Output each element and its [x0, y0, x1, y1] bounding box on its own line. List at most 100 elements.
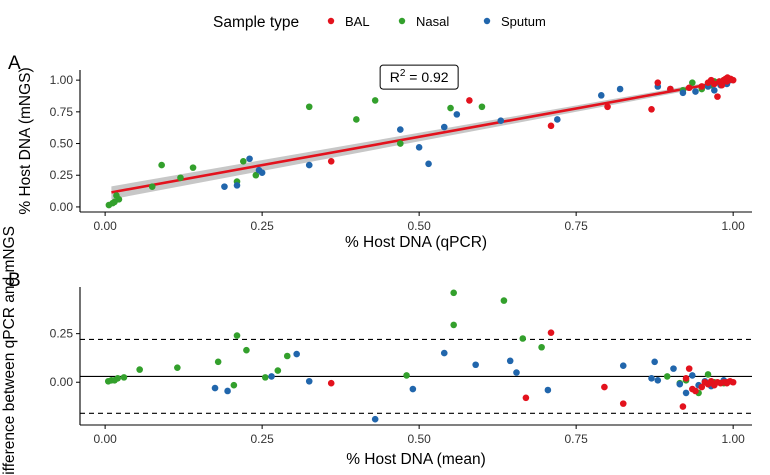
- x-axis-label: % Host DNA (qPCR): [345, 234, 487, 251]
- data-point: [676, 380, 684, 388]
- x-tick-label: 1.00: [721, 432, 745, 446]
- y-axis-label: Difference between qPCR and mNGS: [1, 226, 18, 475]
- data-point: [500, 297, 508, 304]
- data-point: [283, 352, 291, 360]
- x-tick-label: 0.50: [407, 219, 431, 233]
- data-point: [711, 86, 718, 94]
- legend-key-bal: [327, 17, 335, 25]
- data-point: [252, 171, 260, 179]
- data-point: [305, 103, 313, 111]
- data-point: [497, 117, 505, 125]
- x-tick-label: 0.00: [93, 219, 117, 233]
- annotation-box: [379, 64, 459, 90]
- data-point: [682, 375, 690, 382]
- y-tick-label: 0.00: [50, 375, 74, 389]
- y-tick-label: 0.25: [50, 327, 74, 341]
- x-tick-label: 0.75: [564, 432, 588, 446]
- data-point: [648, 375, 655, 382]
- data-point: [114, 375, 121, 382]
- data-point: [211, 384, 219, 392]
- data-point: [654, 376, 662, 384]
- y-tick-label: 0.00: [50, 200, 74, 214]
- data-point: [698, 383, 706, 391]
- data-point: [667, 85, 674, 93]
- data-point: [293, 350, 300, 358]
- data-point: [396, 126, 404, 133]
- data-point: [148, 183, 156, 190]
- data-point: [371, 415, 379, 423]
- data-point: [506, 357, 514, 365]
- data-point: [327, 157, 335, 165]
- data-point: [619, 400, 627, 407]
- data-point: [544, 386, 552, 394]
- legend-key-sputum: [483, 17, 491, 25]
- data-point: [177, 174, 184, 182]
- data-point: [371, 97, 379, 104]
- regression-line: [111, 78, 734, 194]
- data-point: [689, 79, 696, 86]
- panel-tag: B: [8, 270, 21, 291]
- legend: Sample type BAL Nasal Sputum: [213, 14, 546, 31]
- legend-title: Sample type: [213, 14, 299, 31]
- data-point: [224, 387, 231, 395]
- x-tick-label: 0.50: [407, 432, 431, 446]
- series-bal: [327, 74, 737, 165]
- data-point: [547, 122, 555, 130]
- data-point: [685, 84, 693, 92]
- data-point: [616, 85, 624, 93]
- legend-label-nasal: Nasal: [416, 14, 449, 29]
- data-point: [425, 160, 432, 168]
- data-point: [246, 155, 253, 163]
- data-point: [679, 89, 687, 97]
- data-point: [453, 111, 461, 118]
- panel-b: B 0.00 0.25 0.50 0.75 1.00 0.00 0.25 % Host DNA …: [1, 226, 752, 475]
- data-point: [268, 373, 275, 380]
- data-point: [654, 79, 662, 86]
- annotation-value: = 0.92: [405, 69, 448, 85]
- data-point: [409, 385, 417, 393]
- annotation-prefix: R: [390, 69, 400, 85]
- data-point: [711, 80, 718, 88]
- data-point: [729, 76, 737, 84]
- x-tick-label: 0.25: [250, 432, 274, 446]
- data-point: [233, 332, 241, 339]
- data-point: [729, 378, 737, 386]
- y-tick-label: 0.25: [50, 168, 74, 182]
- panel-a: A 0.00 0.25 0.50 0.75 1.00 0.00 0.25 0.50 0.75 1.0…: [8, 53, 752, 251]
- panel-tag: A: [8, 53, 21, 74]
- data-point: [447, 104, 454, 112]
- data-point: [685, 365, 693, 372]
- data-point: [724, 74, 731, 81]
- data-point: [450, 289, 457, 297]
- data-point: [670, 365, 677, 372]
- data-point: [174, 364, 181, 371]
- data-point: [466, 97, 473, 104]
- data-point: [233, 182, 241, 189]
- data-point: [261, 374, 269, 381]
- data-point: [704, 371, 712, 378]
- x-tick-label: 0.75: [564, 219, 588, 233]
- series-sputum: [211, 349, 728, 423]
- data-point: [597, 92, 605, 99]
- data-point: [714, 93, 721, 100]
- data-point: [396, 140, 404, 147]
- data-point: [115, 196, 123, 203]
- data-point: [136, 366, 143, 373]
- data-point: [305, 161, 313, 169]
- data-point: [663, 373, 671, 380]
- y-tick-label: 1.00: [50, 73, 74, 87]
- data-point: [478, 103, 486, 111]
- data-point: [723, 378, 731, 386]
- data-point: [538, 343, 545, 351]
- data-point: [601, 383, 608, 391]
- annotation-text: R2 = 0.92: [390, 68, 449, 85]
- y-tick-label: 0.75: [50, 105, 74, 119]
- data-point: [353, 116, 360, 123]
- data-point: [403, 372, 410, 379]
- y-tick-label: 0.50: [50, 137, 74, 151]
- legend-label-bal: BAL: [345, 14, 370, 29]
- data-point: [327, 379, 335, 387]
- data-point: [679, 403, 687, 410]
- data-point: [604, 103, 611, 111]
